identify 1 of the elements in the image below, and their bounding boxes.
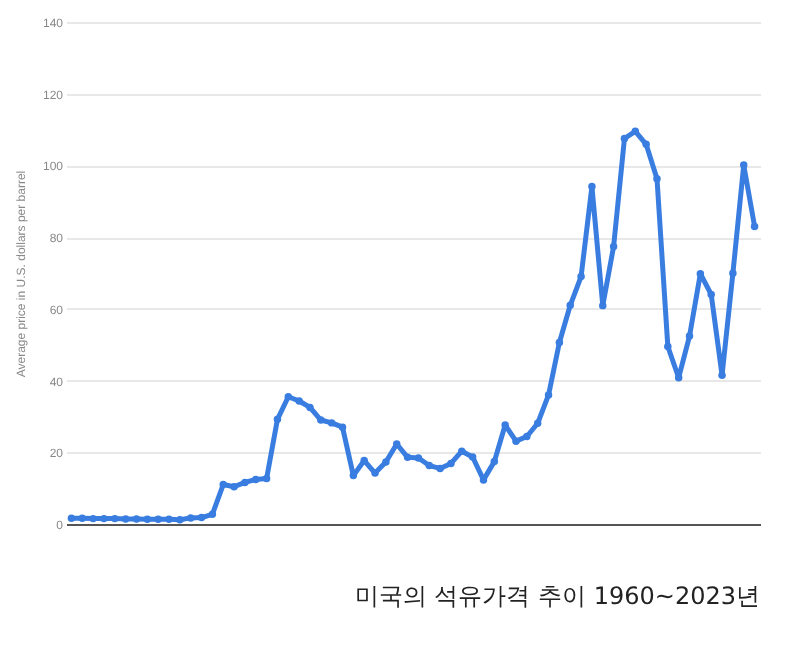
text: 미국의 석유가격 추이 1960~2023년: [354, 582, 760, 610]
